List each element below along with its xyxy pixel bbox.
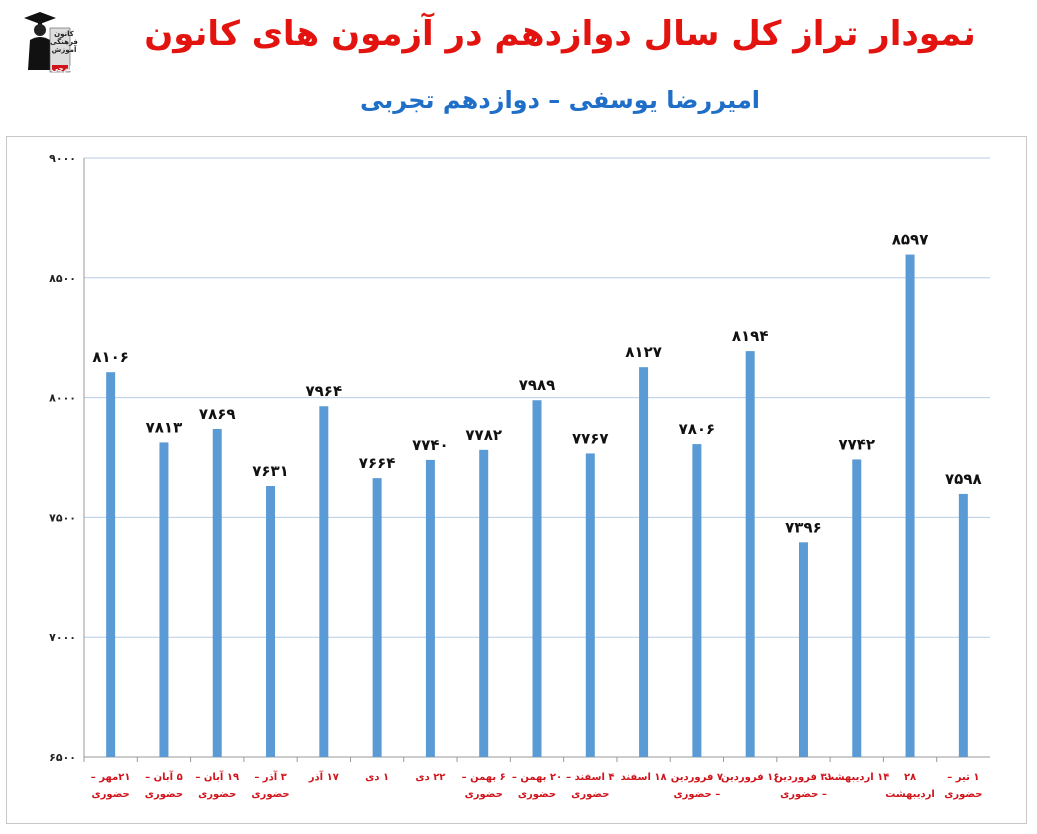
x-tick-label: ۳۱ فروردین — [774, 772, 832, 783]
x-tick-label: حضوری — [145, 789, 183, 800]
data-label: ۷۵۹۸ — [945, 470, 982, 488]
x-tick-label: – حضوری — [780, 789, 827, 800]
y-tick-label: ۸۰۰۰ — [49, 392, 76, 405]
x-tick-label: ۵ آبان – — [145, 770, 183, 783]
y-tick-label: ۷۰۰۰ — [49, 631, 76, 644]
x-tick-label: حضوری — [518, 789, 556, 800]
bar — [692, 444, 702, 757]
data-label: ۷۷۸۲ — [465, 426, 502, 444]
y-tick-label: ۸۵۰۰ — [49, 272, 76, 285]
x-tick-label: – حضوری — [674, 789, 721, 800]
x-tick-label: حضوری — [198, 789, 236, 800]
x-tick-label: حضوری — [944, 789, 982, 800]
data-label: ۷۶۳۱ — [252, 462, 289, 480]
data-label: ۸۱۰۶ — [92, 348, 129, 366]
data-label: ۷۸۶۹ — [199, 405, 236, 423]
x-tick-label: ۲۲ دی — [415, 772, 445, 783]
data-label: ۸۱۹۴ — [732, 327, 769, 345]
kanoon-logo: کانون فرهنگی آموزش قلم‌چی — [22, 8, 78, 74]
x-tick-label: ۲۱مهر – — [91, 772, 131, 783]
bar — [372, 478, 382, 757]
data-label: ۷۹۶۴ — [306, 382, 343, 400]
data-label: ۷۷۴۰ — [412, 436, 449, 454]
data-label: ۷۷۶۷ — [572, 429, 609, 447]
x-tick-label: ۱۸ اسفند — [621, 772, 667, 783]
x-tick-label: ۱۴ اردیبهشت — [824, 772, 889, 783]
data-label: ۷۹۸۹ — [519, 376, 556, 394]
x-tick-label: ۴ اسفند – — [566, 772, 614, 783]
x-tick-label: حضوری — [571, 789, 609, 800]
x-tick-label: ۶ بهمن – — [462, 772, 506, 783]
chart-title: نمودار تراز کل سال دوازدهم در آزمون های … — [144, 14, 976, 54]
x-tick-label: ۱ تیر – — [947, 772, 979, 783]
data-label: ۷۳۹۶ — [785, 518, 822, 536]
x-tick-label: ۲۸ — [904, 772, 916, 783]
x-tick-label: ۱۶ فروردین — [721, 772, 779, 783]
bar — [852, 459, 862, 757]
graduate-icon — [24, 12, 71, 73]
logo-text-4: قلم‌چی — [51, 65, 77, 73]
data-label: ۷۷۴۲ — [838, 435, 875, 453]
x-tick-label: ۱۹ آبان – — [195, 770, 239, 783]
data-label: ۸۵۹۷ — [892, 231, 929, 249]
logo-text-1: کانون — [54, 30, 74, 38]
x-tick-label: ۲۰ بهمن – — [512, 772, 562, 783]
data-label: ۸۱۲۷ — [625, 343, 662, 361]
x-tick-label: ۳ آذر – — [254, 770, 286, 783]
y-tick-label: ۶۵۰۰ — [49, 751, 76, 764]
data-label: ۷۸۰۶ — [679, 420, 716, 438]
bar — [319, 406, 329, 757]
chart-frame — [6, 136, 1027, 824]
x-tick-label: حضوری — [92, 789, 130, 800]
bar — [639, 367, 649, 757]
bar — [905, 254, 915, 757]
x-tick-label: ۱ دی — [365, 772, 389, 783]
bar — [958, 493, 968, 757]
chart-subtitle: امیررضا یوسفی – دوازدهم تجربی — [359, 86, 761, 114]
bar — [266, 486, 276, 757]
bar — [159, 442, 169, 757]
data-label: ۷۸۱۳ — [146, 418, 183, 436]
bar — [212, 428, 222, 757]
bar — [532, 400, 542, 757]
x-tick-label: حضوری — [251, 789, 289, 800]
logo-text-2: فرهنگی — [50, 38, 78, 46]
bar — [106, 372, 116, 757]
y-tick-label: ۷۵۰۰ — [49, 511, 76, 524]
x-tick-label: اردیبهشت — [885, 789, 935, 800]
logo-text-3: آموزش — [51, 46, 77, 54]
bar — [425, 459, 435, 757]
data-label: ۷۶۶۴ — [359, 454, 396, 472]
y-tick-label: ۹۰۰۰ — [49, 152, 76, 165]
bar — [745, 351, 755, 757]
x-tick-label: ۷ فروردین — [671, 772, 723, 783]
x-tick-label: ۱۷ آذر — [308, 770, 339, 783]
bar — [479, 449, 489, 757]
bar — [585, 453, 595, 757]
bar — [798, 542, 808, 757]
x-tick-label: حضوری — [465, 789, 503, 800]
